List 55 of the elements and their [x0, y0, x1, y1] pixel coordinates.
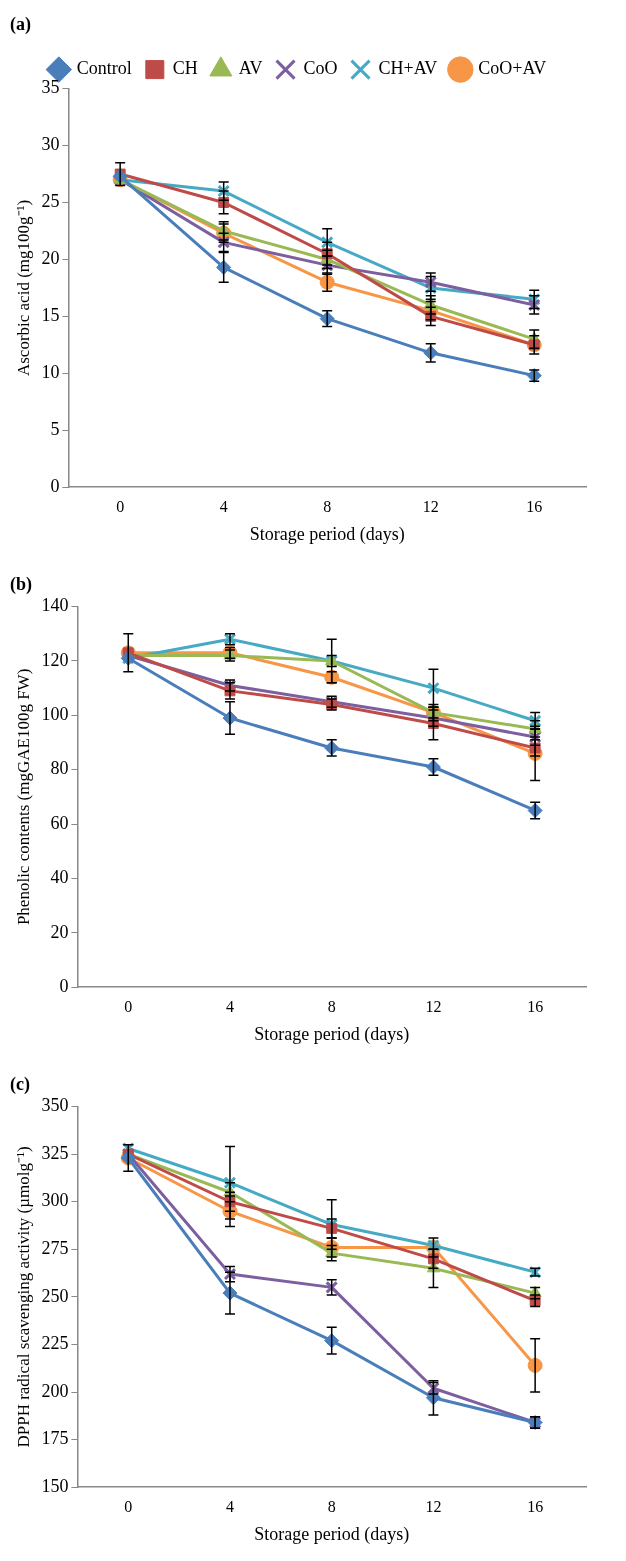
chart-title: (c): [10, 1074, 30, 1096]
y-tick-label: 225: [41, 1333, 69, 1354]
y-tick-label: 10: [41, 362, 60, 383]
y-tick-label: 40: [50, 867, 69, 888]
x-tick-label: 16: [526, 498, 543, 515]
x-tick-label: 4: [225, 1498, 234, 1515]
legend-label: AV: [238, 58, 263, 79]
chart-title: (a): [10, 14, 31, 36]
x-tick-label: 8: [327, 1498, 336, 1515]
y-tick-label: 25: [41, 191, 60, 212]
legend-label: CoO: [303, 58, 338, 79]
chart-title: (b): [10, 574, 32, 596]
x-tick-label: 12: [425, 998, 442, 1015]
y-tick-label: 80: [50, 758, 69, 779]
x-tick-label: 12: [425, 1498, 442, 1515]
x-tick-label: 0: [116, 498, 125, 515]
y-tick-label: 5: [50, 418, 60, 439]
x-tick-label: 16: [527, 998, 544, 1015]
y-axis-title: Phenolic contents (mgGAE100g FW): [13, 668, 33, 926]
y-tick-label: 300: [41, 1190, 69, 1211]
y-tick-label: 140: [41, 595, 69, 616]
y-tick-label: 20: [50, 921, 69, 942]
y-axis-title: DPPH radical scavenging activity (µmolg⁻¹): [13, 1146, 33, 1448]
legend-label: CoO+AV: [478, 58, 547, 79]
y-tick-label: 30: [41, 134, 60, 155]
legend-label: CH: [172, 58, 198, 79]
legend-label: CH+AV: [378, 58, 438, 79]
x-tick-label: 8: [323, 498, 332, 515]
y-tick-label: 175: [41, 1428, 69, 1449]
x-tick-label: 16: [527, 1498, 544, 1515]
y-tick-label: 120: [41, 649, 69, 670]
y-axis-title: Ascorbic acid (mg100g⁻¹): [13, 199, 33, 377]
x-axis-title: Storage period (days): [254, 1023, 410, 1045]
y-tick-label: 20: [41, 248, 60, 269]
y-tick-label: 325: [41, 1142, 69, 1163]
y-tick-label: 0: [50, 475, 60, 496]
y-tick-label: 350: [41, 1095, 69, 1116]
x-tick-label: 8: [327, 998, 336, 1015]
y-tick-label: 60: [50, 812, 69, 833]
y-tick-label: 275: [41, 1238, 69, 1259]
y-tick-label: 200: [41, 1380, 69, 1401]
y-tick-label: 250: [41, 1285, 69, 1306]
x-tick-label: 4: [219, 498, 228, 515]
x-tick-label: 0: [124, 998, 133, 1015]
x-tick-label: 12: [422, 498, 439, 515]
y-tick-label: 35: [41, 77, 60, 98]
x-axis-title: Storage period (days): [249, 523, 405, 545]
y-tick-label: 100: [41, 704, 69, 725]
y-tick-label: 150: [41, 1475, 69, 1496]
y-tick-label: 0: [59, 975, 69, 996]
x-tick-label: 0: [124, 1498, 133, 1515]
x-axis-title: Storage period (days): [254, 1523, 410, 1545]
legend-label: Control: [76, 58, 132, 79]
x-tick-label: 4: [225, 998, 234, 1015]
y-tick-label: 15: [41, 305, 60, 326]
